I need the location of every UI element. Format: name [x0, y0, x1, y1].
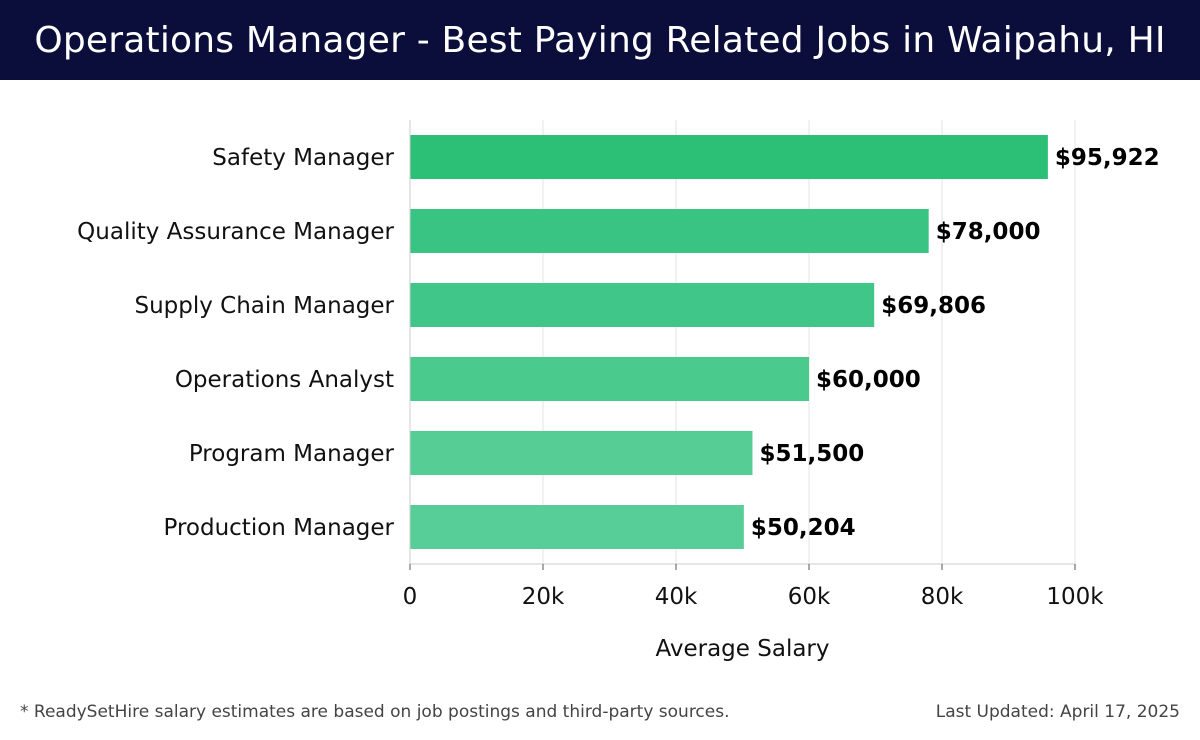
category-label: Production Manager: [164, 515, 395, 541]
data-label: $95,922: [1055, 145, 1160, 171]
x-tick-label: 20k: [522, 584, 565, 610]
bar: [410, 283, 875, 327]
x-tick-label: 60k: [788, 584, 831, 610]
bar: [410, 135, 1048, 179]
data-label: $69,806: [881, 293, 986, 319]
category-label: Supply Chain Manager: [134, 293, 394, 319]
x-tick-label: 0: [403, 584, 418, 610]
x-axis-label: Average Salary: [655, 636, 829, 662]
data-label: $51,500: [759, 441, 864, 467]
category-label: Quality Assurance Manager: [77, 219, 394, 245]
chart-title: Operations Manager - Best Paying Related…: [34, 19, 1166, 61]
footer-note: * ReadySetHire salary estimates are base…: [20, 702, 730, 722]
bar: [410, 431, 753, 475]
x-tick-label: 100k: [1046, 584, 1104, 610]
x-tick-label: 80k: [921, 584, 964, 610]
x-tick-label: 40k: [655, 584, 698, 610]
data-label: $78,000: [936, 219, 1041, 245]
title-bar: Operations Manager - Best Paying Related…: [0, 0, 1200, 80]
bar: [410, 357, 809, 401]
data-label: $50,204: [751, 515, 856, 541]
category-label: Operations Analyst: [175, 367, 394, 393]
category-label: Safety Manager: [212, 145, 394, 171]
bar-chart: Safety Manager $95,922 Quality Assurance M…: [77, 120, 1160, 662]
bar: [410, 505, 744, 549]
data-label: $60,000: [816, 367, 921, 393]
category-label: Program Manager: [189, 441, 395, 467]
last-updated: Last Updated: April 17, 2025: [935, 702, 1180, 722]
bar: [410, 209, 929, 253]
